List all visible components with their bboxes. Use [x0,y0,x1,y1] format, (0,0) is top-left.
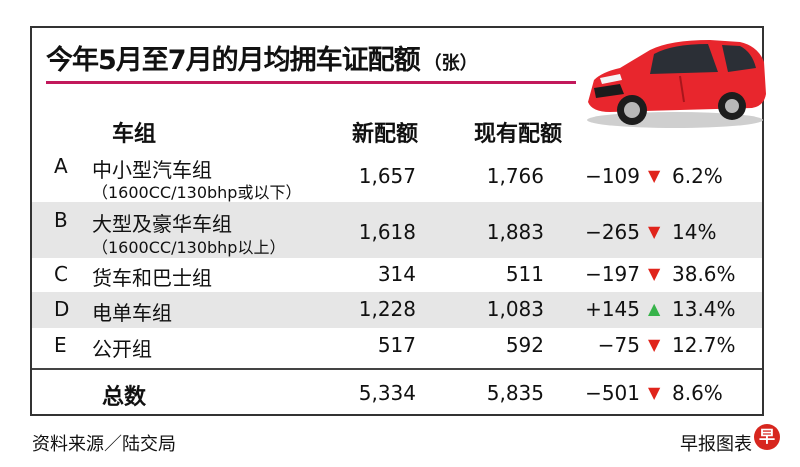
row-subtitle: （1600CC/130bhp以上） [92,238,286,257]
row-current-quota: 1,766 [486,164,544,188]
row-difference: −109 [585,164,640,188]
down-triangle-icon: ▼ [648,383,661,402]
row-new-quota: 1,618 [358,220,416,244]
down-triangle-icon: ▼ [648,166,661,185]
table-row-c: C 货车和巴士组 314 511 −197 ▼ 38.6% [32,258,762,292]
row-new-quota: 314 [377,262,416,286]
header-group: 车组 [112,122,157,147]
table-row-total: 总数 5,334 5,835 −501 ▼ 8.6% [32,372,762,412]
zaobao-logo-icon: 早 [754,424,780,450]
row-letter: C [54,262,68,286]
row-new-quota: 1,657 [358,164,416,188]
row-current-quota: 592 [505,333,544,357]
title-underline [46,81,576,84]
up-triangle-icon: ▲ [648,299,661,318]
row-letter: E [54,333,67,357]
row-difference: −197 [585,262,640,286]
table-row-e: E 公开组 517 592 −75 ▼ 12.7% [32,328,762,364]
total-label: 总数 [102,385,147,410]
row-name: 电单车组 [92,301,172,325]
down-triangle-icon: ▼ [648,335,661,354]
row-letter: B [54,208,68,232]
red-hatchback-car-icon [587,40,766,128]
row-difference: −265 [585,220,640,244]
row-percent: 13.4% [672,297,736,321]
down-triangle-icon: ▼ [648,264,661,283]
row-name: 公开组 [92,337,152,361]
header-new-quota: 新配额 [352,122,419,147]
header-current-quota: 现有配额 [474,122,563,147]
down-triangle-icon: ▼ [648,222,661,241]
row-new-quota: 517 [377,333,416,357]
row-difference: −75 [597,333,640,357]
row-difference: +145 [585,297,640,321]
table-row-a: A 中小型汽车组 （1600CC/130bhp或以下） 1,657 1,766 … [32,150,762,202]
title-block: 今年5月至7月的月均拥车证配额 （张） [46,38,478,77]
total-difference: −501 [585,381,640,405]
row-percent: 38.6% [672,262,736,286]
total-separator [32,368,762,370]
row-letter: D [54,297,70,321]
chart-title: 今年5月至7月的月均拥车证配额 [46,45,421,76]
row-name: 货车和巴士组 [92,266,212,290]
row-new-quota: 1,228 [358,297,416,321]
total-new-quota: 5,334 [358,381,416,405]
total-current-quota: 5,835 [486,381,544,405]
row-subtitle: （1600CC/130bhp或以下） [92,183,302,202]
row-current-quota: 1,883 [486,220,544,244]
row-percent: 6.2% [672,164,723,188]
total-percent: 8.6% [672,381,723,405]
unit-label: （张） [423,53,478,74]
row-name: 大型及豪华车组 [92,212,232,236]
table-row-b: B 大型及豪华车组 （1600CC/130bhp以上） 1,618 1,883 … [32,202,762,258]
table-row-d: D 电单车组 1,228 1,083 +145 ▲ 13.4% [32,292,762,328]
row-name: 中小型汽车组 [92,158,212,182]
row-current-quota: 511 [505,262,544,286]
row-percent: 12.7% [672,333,736,357]
row-percent: 14% [672,220,717,244]
quota-table-panel: 今年5月至7月的月均拥车证配额 （张） 车组 新配额 现有配额 A 中小型汽车组 … [30,26,766,416]
row-current-quota: 1,083 [486,297,544,321]
row-letter: A [54,154,68,178]
credit-note: 早报图表 [680,434,752,455]
source-note: 资料来源／陆交局 [32,434,176,455]
